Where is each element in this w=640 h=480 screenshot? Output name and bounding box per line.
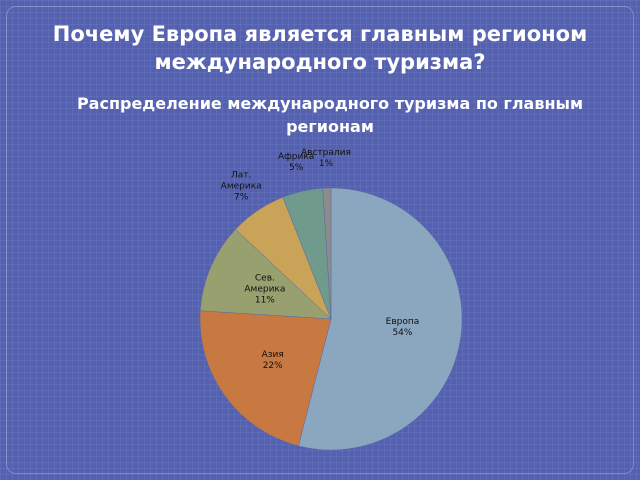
slice-value: 54% [392, 328, 413, 339]
slice-name: Австралия [301, 148, 351, 159]
slice-name: Сев. Америка [244, 273, 286, 295]
slice-label: Европа 54% [374, 317, 430, 339]
slice-name: Лат. Америка [220, 170, 262, 192]
slice-value: 22% [262, 361, 283, 372]
frame [6, 6, 634, 474]
slice-name: Азия [261, 350, 284, 361]
slice-label: Лат. Америка 7% [213, 170, 269, 203]
slice-value: 7% [234, 192, 249, 203]
slice-label: Азия 22% [245, 350, 301, 372]
slice-value: 5% [288, 163, 304, 174]
pie-slice [199, 310, 332, 447]
slice-value: 11% [254, 295, 275, 306]
slice-label: Сев. Америка 11% [237, 274, 293, 307]
pie-slice [298, 187, 463, 451]
pie-slice [322, 187, 332, 320]
chart-title: Распределение международного туризма по … [76, 94, 584, 136]
pie-slice [199, 228, 332, 320]
slice-name: Европа [385, 317, 420, 328]
slice-name: Африка [277, 152, 315, 163]
slide-title: Почему Европа является главным регионом … [52, 22, 588, 74]
slice-label: Африка 5% [268, 152, 324, 174]
slice-label: Австралия 1% [298, 148, 354, 170]
slice-value: 1% [318, 159, 334, 170]
